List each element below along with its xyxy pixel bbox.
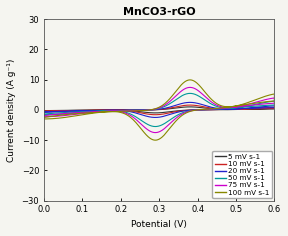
- 50 mV s-1: [261, 104, 264, 107]
- 5 mV s-1: [103, 109, 107, 111]
- 20 mV s-1: [103, 109, 107, 112]
- 100 mV s-1: [243, 102, 246, 105]
- 20 mV s-1: [42, 111, 46, 114]
- 50 mV s-1: [251, 105, 255, 108]
- 10 mV s-1: [251, 107, 255, 110]
- 10 mV s-1: [120, 109, 124, 112]
- 20 mV s-1: [261, 106, 264, 109]
- 5 mV s-1: [261, 108, 264, 110]
- 100 mV s-1: [154, 139, 157, 142]
- 100 mV s-1: [251, 102, 255, 105]
- Line: 75 mV s-1: 75 mV s-1: [44, 87, 274, 133]
- 50 mV s-1: [42, 113, 46, 115]
- X-axis label: Potential (V): Potential (V): [131, 220, 187, 229]
- 50 mV s-1: [188, 92, 192, 95]
- 75 mV s-1: [42, 115, 46, 118]
- 5 mV s-1: [243, 108, 246, 111]
- Line: 20 mV s-1: 20 mV s-1: [44, 102, 274, 118]
- 10 mV s-1: [42, 110, 46, 113]
- 5 mV s-1: [42, 109, 46, 112]
- 20 mV s-1: [198, 102, 202, 105]
- Title: MnCO3-rGO: MnCO3-rGO: [123, 7, 196, 17]
- Y-axis label: Current density (A g⁻¹): Current density (A g⁻¹): [7, 58, 16, 162]
- Line: 50 mV s-1: 50 mV s-1: [44, 93, 274, 126]
- 100 mV s-1: [120, 110, 124, 113]
- 5 mV s-1: [251, 108, 255, 111]
- 10 mV s-1: [198, 105, 202, 107]
- 50 mV s-1: [103, 110, 107, 112]
- 10 mV s-1: [42, 110, 46, 113]
- 100 mV s-1: [261, 101, 264, 104]
- 10 mV s-1: [154, 113, 157, 116]
- 50 mV s-1: [154, 125, 157, 128]
- 50 mV s-1: [198, 95, 202, 98]
- 75 mV s-1: [243, 104, 246, 107]
- 75 mV s-1: [198, 90, 202, 93]
- 10 mV s-1: [261, 107, 264, 110]
- 20 mV s-1: [154, 116, 157, 119]
- Line: 5 mV s-1: 5 mV s-1: [44, 107, 274, 113]
- 5 mV s-1: [198, 106, 202, 109]
- 10 mV s-1: [243, 107, 246, 110]
- Line: 100 mV s-1: 100 mV s-1: [44, 80, 274, 140]
- 100 mV s-1: [42, 118, 46, 120]
- 75 mV s-1: [42, 114, 46, 117]
- 75 mV s-1: [261, 103, 264, 105]
- 50 mV s-1: [243, 105, 246, 108]
- 100 mV s-1: [42, 116, 46, 119]
- 10 mV s-1: [103, 109, 107, 112]
- 75 mV s-1: [251, 104, 255, 106]
- 20 mV s-1: [188, 101, 192, 104]
- 100 mV s-1: [103, 110, 107, 113]
- 50 mV s-1: [120, 109, 124, 112]
- 75 mV s-1: [103, 110, 107, 113]
- 100 mV s-1: [198, 84, 202, 87]
- 5 mV s-1: [42, 109, 46, 112]
- Line: 10 mV s-1: 10 mV s-1: [44, 105, 274, 115]
- 20 mV s-1: [251, 107, 255, 110]
- 5 mV s-1: [188, 105, 192, 108]
- 20 mV s-1: [42, 110, 46, 113]
- 75 mV s-1: [120, 110, 124, 112]
- 100 mV s-1: [188, 79, 192, 81]
- 5 mV s-1: [154, 111, 157, 114]
- 10 mV s-1: [188, 104, 192, 106]
- 75 mV s-1: [154, 131, 157, 134]
- 20 mV s-1: [120, 109, 124, 112]
- Legend: 5 mV s-1, 10 mV s-1, 20 mV s-1, 50 mV s-1, 75 mV s-1, 100 mV s-1: 5 mV s-1, 10 mV s-1, 20 mV s-1, 50 mV s-…: [212, 151, 272, 198]
- 5 mV s-1: [120, 109, 124, 111]
- 50 mV s-1: [42, 114, 46, 116]
- 75 mV s-1: [188, 86, 192, 89]
- 20 mV s-1: [243, 107, 246, 110]
